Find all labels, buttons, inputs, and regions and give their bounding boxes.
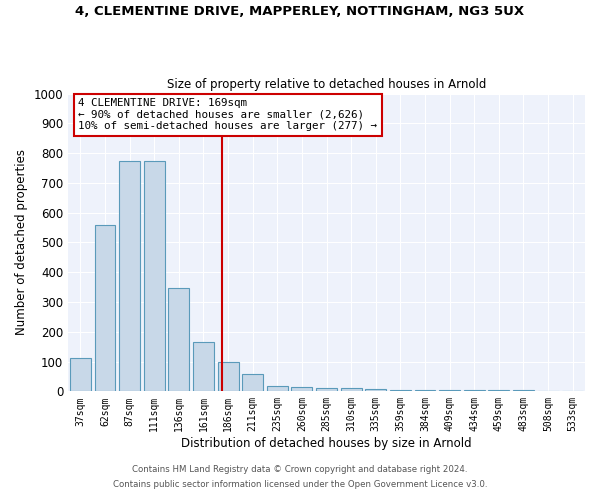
Y-axis label: Number of detached properties: Number of detached properties — [15, 150, 28, 336]
Text: 4 CLEMENTINE DRIVE: 169sqm
← 90% of detached houses are smaller (2,626)
10% of s: 4 CLEMENTINE DRIVE: 169sqm ← 90% of deta… — [79, 98, 377, 131]
Bar — [119, 160, 140, 392]
Bar — [415, 390, 436, 392]
Bar — [193, 342, 214, 392]
Bar — [464, 390, 485, 392]
Bar — [218, 362, 239, 392]
Bar — [70, 358, 91, 392]
Bar — [242, 374, 263, 392]
Text: Contains public sector information licensed under the Open Government Licence v3: Contains public sector information licen… — [113, 480, 487, 489]
Bar — [439, 390, 460, 392]
Bar — [488, 390, 509, 392]
Bar — [267, 386, 288, 392]
Bar — [169, 288, 189, 392]
X-axis label: Distribution of detached houses by size in Arnold: Distribution of detached houses by size … — [181, 437, 472, 450]
Bar — [365, 389, 386, 392]
Bar — [95, 224, 115, 392]
Bar — [144, 160, 164, 392]
Text: Contains HM Land Registry data © Crown copyright and database right 2024.: Contains HM Land Registry data © Crown c… — [132, 464, 468, 473]
Bar — [341, 388, 362, 392]
Bar — [513, 390, 534, 392]
Title: Size of property relative to detached houses in Arnold: Size of property relative to detached ho… — [167, 78, 486, 91]
Bar — [292, 388, 313, 392]
Bar — [390, 390, 411, 392]
Bar — [316, 388, 337, 392]
Text: 4, CLEMENTINE DRIVE, MAPPERLEY, NOTTINGHAM, NG3 5UX: 4, CLEMENTINE DRIVE, MAPPERLEY, NOTTINGH… — [76, 5, 524, 18]
